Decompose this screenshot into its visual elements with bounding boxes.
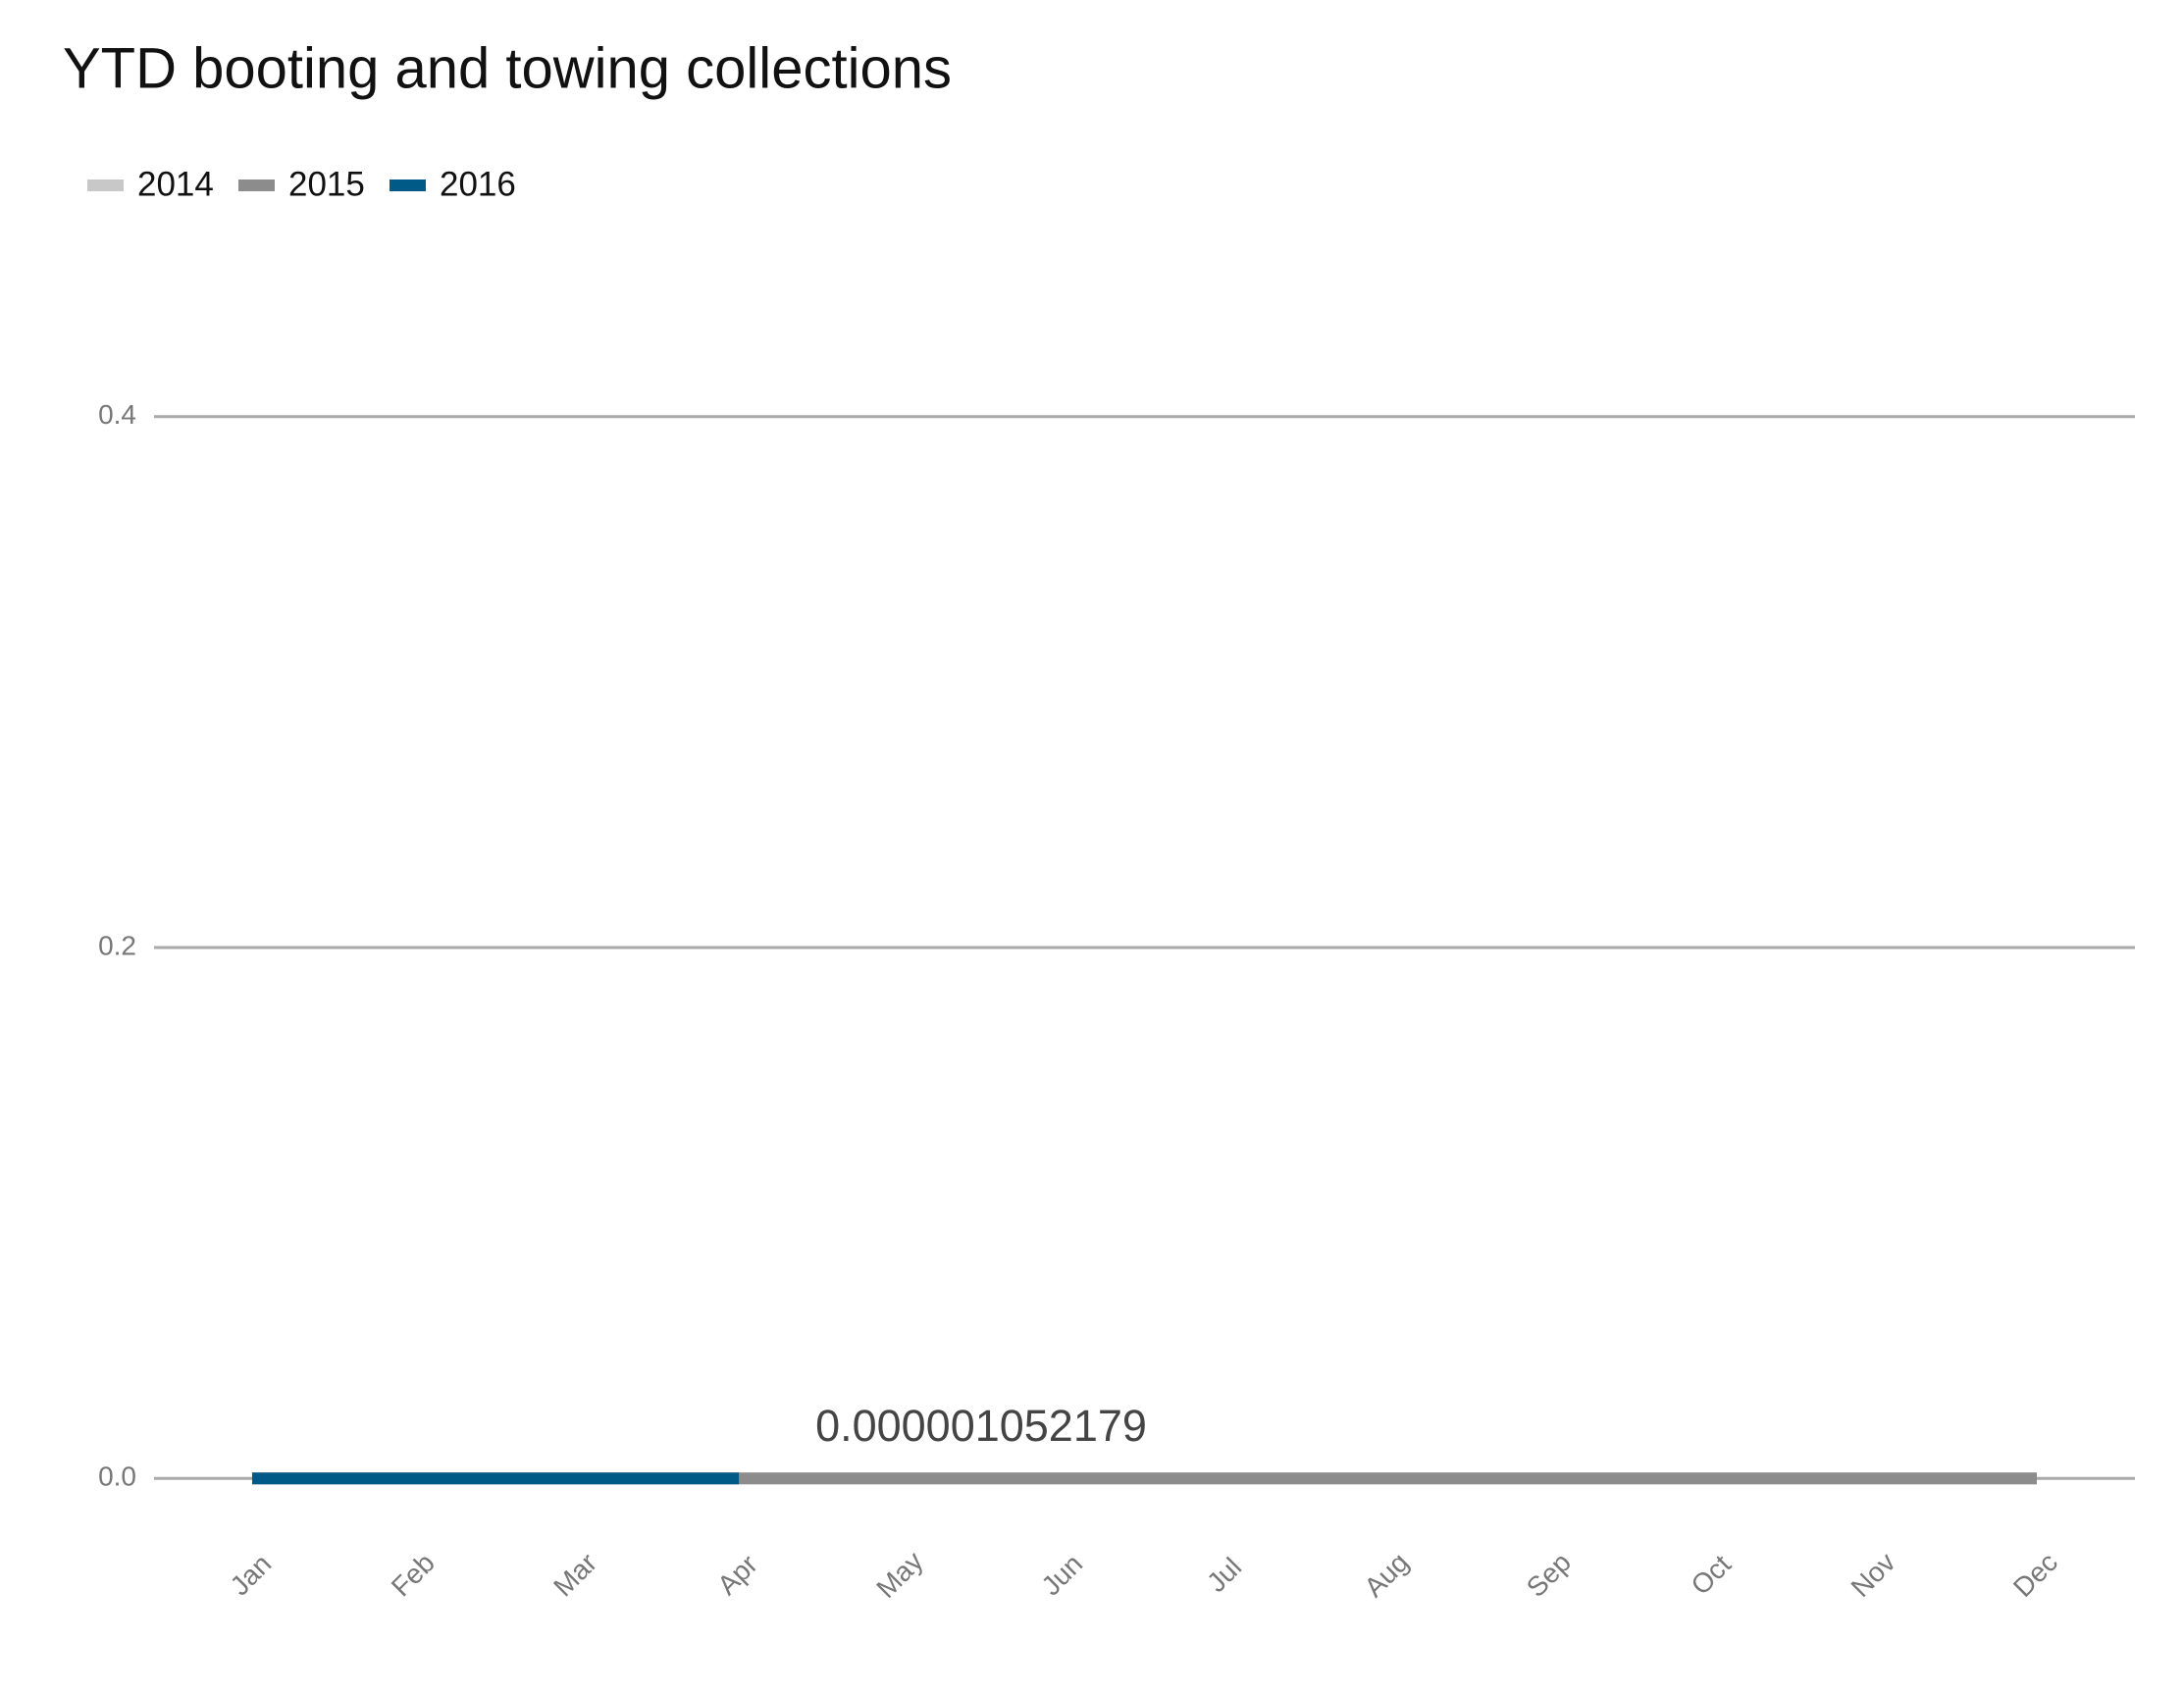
x-tick-label: Mar: [547, 1547, 602, 1602]
legend-swatch: [238, 179, 275, 191]
annotation: 0.000001052179: [815, 1401, 1147, 1451]
x-tick-label: Feb: [386, 1547, 441, 1602]
x-tick-label: Sep: [1521, 1547, 1577, 1603]
x-tick-label: Nov: [1846, 1547, 1901, 1603]
x-tick-label: May: [870, 1546, 928, 1604]
x-tick-label: Oct: [1685, 1549, 1737, 1601]
x-tick-label: Aug: [1358, 1547, 1414, 1603]
legend-swatch: [87, 179, 124, 191]
legend-label: 2015: [288, 165, 365, 203]
chart-title: YTD booting and towing collections: [63, 36, 952, 100]
legend-label: 2016: [440, 165, 516, 203]
x-tick-label: Jul: [1201, 1552, 1247, 1598]
x-tick-label: Jan: [225, 1549, 278, 1602]
y-tick-label: 0.2: [98, 930, 136, 960]
x-tick-label: Apr: [711, 1549, 763, 1601]
y-tick-label: 0.0: [98, 1461, 136, 1492]
x-tick-label: Jun: [1035, 1549, 1088, 1602]
legend-swatch: [390, 179, 426, 191]
legend-label: 2014: [137, 165, 214, 203]
y-tick-label: 0.4: [98, 399, 136, 430]
x-tick-label: Dec: [2007, 1547, 2063, 1603]
